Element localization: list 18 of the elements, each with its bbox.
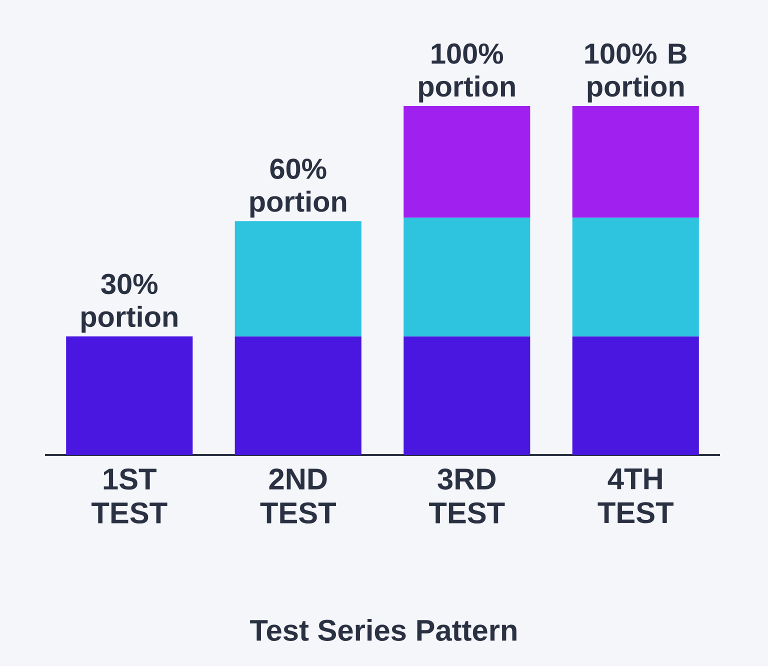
bar xyxy=(572,336,699,455)
bar xyxy=(404,218,530,336)
x-tick-label: 4TH TEST xyxy=(598,468,674,524)
text: Test Series Pattern xyxy=(250,619,516,641)
annotation: 100% B portion xyxy=(585,43,686,102)
bar xyxy=(234,336,362,455)
bar xyxy=(572,106,699,218)
annotation: 100% portion xyxy=(419,43,515,102)
x-tick-label: 1ST TEST xyxy=(92,468,168,524)
annotation: 60% portion xyxy=(250,158,346,218)
bar xyxy=(404,336,530,455)
bar xyxy=(572,218,699,336)
bar xyxy=(234,221,362,336)
x-tick-label: 3RD TEST xyxy=(429,468,505,524)
x-tick-label: 2ND TEST xyxy=(260,468,336,524)
bar xyxy=(404,106,530,218)
bar xyxy=(66,336,193,455)
annotation: 30% portion xyxy=(82,274,178,333)
